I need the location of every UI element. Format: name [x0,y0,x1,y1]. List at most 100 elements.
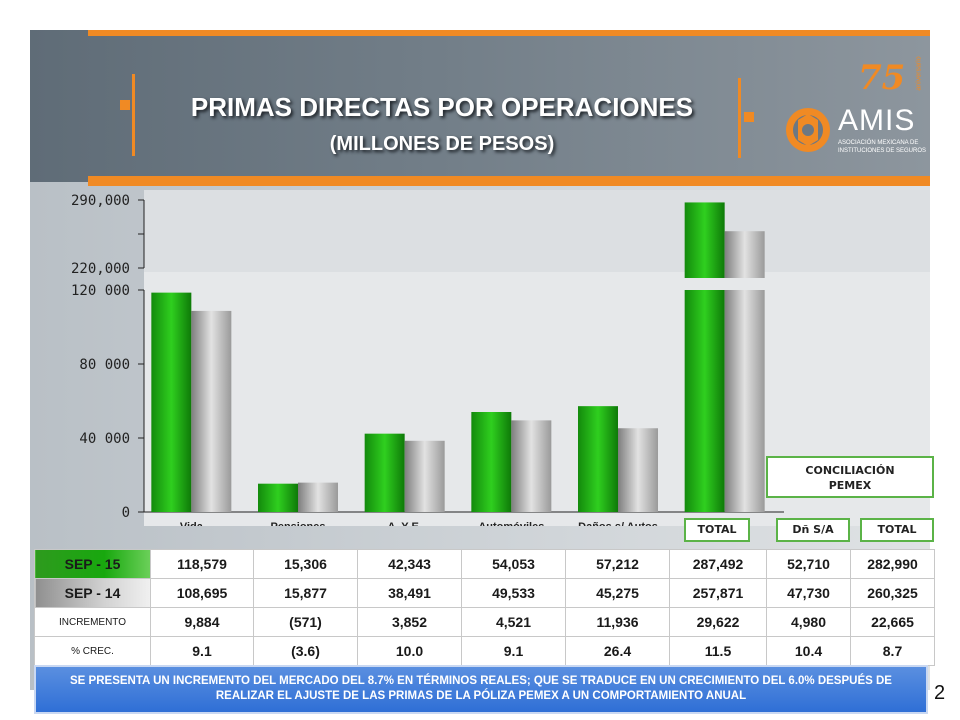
row-label: SEP - 14 [34,578,151,608]
table-cell: 38,491 [357,578,462,608]
y-tick-label: 0 [122,505,130,521]
danos-sa-header-box: Dñ S/A [776,518,850,542]
table-cell: 11,936 [565,607,670,637]
y-tick-label: 40 000 [79,431,130,447]
bar-sep-15 [258,483,298,512]
bar-sep-14 [404,440,445,512]
bar-sep-14 [724,231,765,278]
page-title: PRIMAS DIRECTAS POR OPERACIONES [190,92,694,122]
row-label: % CREC. [34,636,151,666]
table-row: SEP - 15 118,579 15,306 42,343 54,053 57… [34,549,767,579]
x-tick-label: Daños s/ Autos [578,521,658,526]
title-bracket-left [132,74,135,156]
y-tick-label: 80 000 [79,357,130,373]
table-cell: 47,730 [766,578,851,608]
logo-anniversary-label: aniversario [915,56,923,91]
conciliacion-title-line2: PEMEX [828,479,872,492]
header-accent-top [88,30,930,36]
conciliacion-title-line1: CONCILIACIÓN [805,464,895,477]
table-row: % CREC. 9.1 (3.6) 10.0 9.1 26.4 11.5 [34,636,767,666]
conciliacion-total-header-box: TOTAL [860,518,934,542]
summary-note: SE PRESENTA UN INCREMENTO DEL MERCADO DE… [34,665,928,714]
bar-sep-15 [684,202,725,278]
row-label: INCREMENTO [34,607,151,637]
bar-sep-15 [578,406,618,512]
table-cell: 26.4 [565,636,670,666]
table-row: 47,730 260,325 [766,578,935,608]
logo-subtitle-line2: INSTITUCIONES DE SEGUROS [838,148,927,154]
bar-sep-15 [151,292,192,512]
table-cell: 22,665 [850,607,935,637]
bar-sep-15-lower-segment [684,290,725,512]
upper-plot-background [144,190,930,272]
table-cell: 52,710 [766,549,851,579]
table-cell: 45,275 [565,578,670,608]
bar-sep-14 [511,420,552,512]
table-cell: 9.1 [150,636,254,666]
table-cell: 282,990 [850,549,935,579]
table-row: 4,980 22,665 [766,607,935,637]
x-tick-label: Automóviles [478,521,544,526]
conciliacion-total-header-label: TOTAL [877,523,917,536]
table-cell: 260,325 [850,578,935,608]
table-cell: 11.5 [669,636,767,666]
bar-sep-14 [191,310,232,512]
bar-chart: 0 40 000 80 000 120 000 220,000 290,000 Vida Pe… [30,186,930,526]
table-row: INCREMENTO 9,884 (571) 3,852 4,521 11,93… [34,607,767,637]
title-bracket-right [738,78,741,158]
table-cell: 54,053 [461,549,566,579]
bar-sep-15 [364,433,405,512]
bar-sep-14 [298,482,338,512]
table-cell: 10.4 [766,636,851,666]
table-cell: 15,306 [253,549,358,579]
page-number: 2 [934,682,946,704]
table-cell: 57,212 [565,549,670,579]
bar-sep-15 [471,412,512,512]
table-cell: 8.7 [850,636,935,666]
table-cell: 3,852 [357,607,462,637]
conciliacion-pemex-box: CONCILIACIÓN PEMEX [766,456,934,498]
table-cell: 10.0 [357,636,462,666]
row-label: SEP - 15 [34,549,151,579]
table-cell: 4,980 [766,607,851,637]
table-cell: (3.6) [253,636,358,666]
title-square-right [744,112,754,122]
x-tick-label: A. Y E. [387,521,421,526]
total-header-box: TOTAL [684,518,750,542]
logo-name: AMIS [838,104,916,137]
amis-logo-icon [786,108,830,152]
y-tick-label: 290,000 [71,193,130,209]
logo-anniversary-number: 75 [858,58,906,98]
y-tick-label: 220,000 [71,261,130,277]
header-accent-bar [88,176,930,186]
table-row: SEP - 14 108,695 15,877 38,491 49,533 45… [34,578,767,608]
table-cell: 257,871 [669,578,767,608]
table-cell: 4,521 [461,607,566,637]
data-table: SEP - 15 118,579 15,306 42,343 54,053 57… [34,549,767,666]
table-cell: 29,622 [669,607,767,637]
danos-sa-header-label: Dñ S/A [792,523,834,536]
page-subtitle: (MILLONES DE PESOS) [329,133,555,155]
table-cell: (571) [253,607,358,637]
table-cell: 9,884 [150,607,254,637]
title-square-left [120,100,130,110]
table-cell: 287,492 [669,549,767,579]
table-row: 52,710 282,990 [766,549,935,579]
table-cell: 15,877 [253,578,358,608]
bar-sep-14 [618,428,658,512]
total-header-label: TOTAL [697,523,737,536]
table-cell: 118,579 [150,549,254,579]
table-cell: 42,343 [357,549,462,579]
x-tick-label: Vida [180,521,204,526]
conciliacion-table: 52,710 282,990 47,730 260,325 4,980 22,6… [766,549,935,666]
table-cell: 108,695 [150,578,254,608]
x-tick-label: Pensiones [270,521,325,526]
bar-sep-14-lower-segment [724,290,765,512]
table-row: 10.4 8.7 [766,636,935,666]
header-banner [30,30,930,182]
logo-subtitle-line1: ASOCIACIÓN MEXICANA DE [838,140,919,146]
bar-chart-svg: 0 40 000 80 000 120 000 220,000 290,000 Vida Pe… [71,190,930,526]
y-tick-label: 120 000 [71,283,130,299]
table-cell: 9.1 [461,636,566,666]
